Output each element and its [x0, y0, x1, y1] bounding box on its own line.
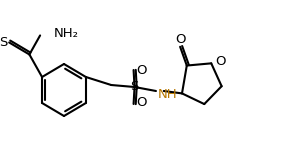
Text: NH: NH [158, 88, 178, 100]
Text: O: O [175, 33, 185, 46]
Text: O: O [136, 64, 147, 78]
Text: S: S [0, 36, 8, 49]
Text: S: S [130, 81, 139, 93]
Text: O: O [136, 97, 147, 109]
Text: NH₂: NH₂ [54, 27, 79, 40]
Text: O: O [215, 55, 225, 68]
